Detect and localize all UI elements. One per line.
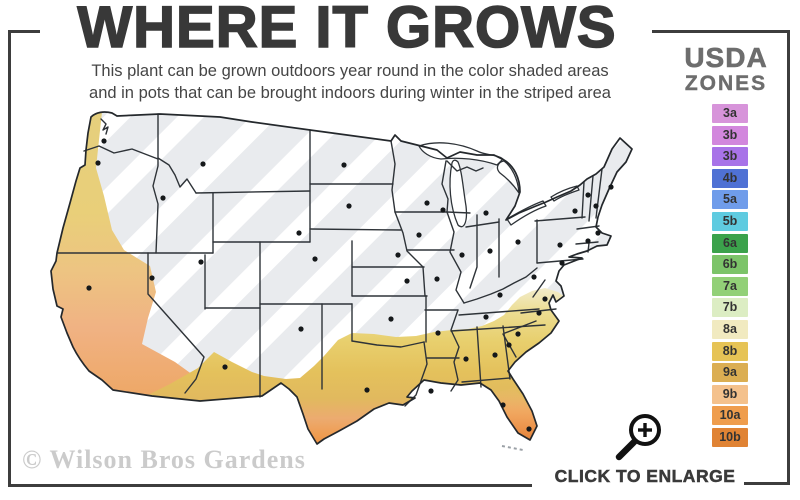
zone-chip-6b-7: 6b [712, 255, 748, 275]
zone-chip-list: 3a 3b 3b 4b 5a 5b 6a 6b 7a 7b 8a 8b 9a 9b 10a 10b [712, 104, 748, 450]
subtitle: This plant can be grown outdoors year ro… [40, 61, 660, 105]
frame-bottom-left [8, 484, 532, 487]
city-dots [86, 138, 614, 432]
zone-chip-5b-5: 5b [712, 211, 748, 231]
south-florida-orange-zone [489, 388, 537, 440]
great-lakes [418, 142, 580, 228]
lake-michigan [449, 159, 468, 228]
frame-bottom-right [744, 482, 789, 485]
zone-chip-8b-11: 8b [712, 341, 748, 361]
subtitle-line-2: and in pots that can be brought indoors … [89, 83, 611, 102]
frame-top-left [8, 30, 40, 33]
frame-top-right [652, 30, 790, 33]
zone-chip-3a-0: 3a [712, 104, 748, 123]
zone-chip-8a-10: 8a [712, 319, 748, 339]
zone-chip-9a-12: 9a [712, 363, 748, 383]
enlarge-label: CLICK TO ENLARGE [554, 466, 736, 487]
zone-chip-10a-14: 10a [712, 406, 748, 426]
lake-huron [496, 160, 520, 194]
zone-chip-9b-13: 9b [712, 384, 748, 404]
watermark: © Wilson Bros Gardens [22, 445, 306, 474]
enlarge-button[interactable]: CLICK TO ENLARGE [530, 408, 760, 488]
legend-heading-usda: USDA [684, 42, 768, 74]
zone-chip-5a-4: 5a [712, 190, 748, 210]
legend-heading-zones: ZONES [684, 72, 768, 95]
zone-chip-7b-9: 7b [712, 298, 748, 318]
zone-chip-10b-15: 10b [712, 427, 748, 447]
subtitle-line-1: This plant can be grown outdoors year ro… [91, 62, 609, 80]
zone-chip-6a-6: 6a [712, 233, 748, 253]
florida-keys [501, 445, 524, 451]
page-title: WHERE IT GROWS [77, 0, 617, 61]
frame-right [787, 30, 790, 485]
zone-chip-4b-3: 4b [712, 168, 748, 188]
magnifier-plus-icon [615, 414, 661, 461]
zone-chip-3b-1: 3b [712, 125, 748, 145]
zone-chip-3b-2: 3b [712, 147, 748, 167]
zone-chip-7a-8: 7a [712, 276, 748, 296]
frame-left [8, 30, 11, 487]
